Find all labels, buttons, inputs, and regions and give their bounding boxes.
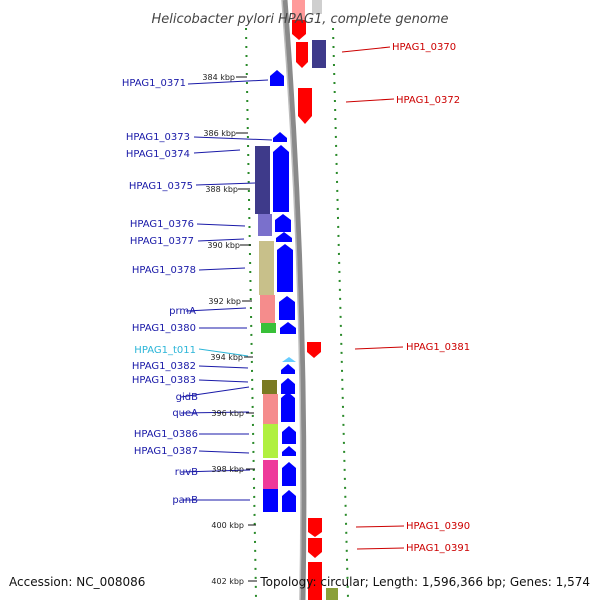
func-block-0380 bbox=[261, 323, 276, 333]
gene-arrow-hpag1-0386 bbox=[282, 426, 296, 444]
gene-label-ruvb[interactable]: ruvB bbox=[175, 467, 198, 478]
gene-label-hpag1-0377[interactable]: HPAG1_0377 bbox=[130, 236, 194, 247]
gene-label-hpag1-0375[interactable]: HPAG1_0375 bbox=[129, 181, 193, 192]
gene-label-hpag1-t011[interactable]: HPAG1_t011 bbox=[134, 345, 196, 356]
gene-arrow-hpag1-0380 bbox=[280, 322, 296, 334]
genome-backbone-shadow bbox=[281, 0, 302, 600]
kbp-tick-lines bbox=[236, 76, 257, 582]
genome-summary-text: Topology: circular; Length: 1,596,366 bp… bbox=[259, 575, 590, 589]
gene-block-hpag1-0370 bbox=[312, 40, 326, 68]
gene-label-hpag1-0386[interactable]: HPAG1_0386 bbox=[134, 429, 198, 440]
gene-arrow-bottom bbox=[308, 562, 322, 600]
gene-arrow-hpag1-0371 bbox=[270, 70, 284, 86]
gene-label-hpag1-0376[interactable]: HPAG1_0376 bbox=[130, 219, 194, 230]
accession-text: Accession: NC_008086 bbox=[9, 575, 145, 589]
gene-arrow-hpag1-0381 bbox=[307, 342, 321, 358]
gene-arrow-hpag1-0370-top bbox=[292, 20, 306, 40]
kbp-label-388: 388 kbp bbox=[205, 185, 238, 194]
gene-arrow-hpag1-0373 bbox=[273, 132, 287, 142]
gene-arrow-hpag1-0391 bbox=[308, 538, 322, 558]
gene-label-hpag1-0391[interactable]: HPAG1_0391 bbox=[406, 543, 470, 554]
genome-backbone bbox=[282, 0, 307, 600]
func-block-0376 bbox=[258, 214, 272, 236]
gene-label-hpag1-0374[interactable]: HPAG1_0374 bbox=[126, 149, 190, 160]
gene-label-hpag1-0383[interactable]: HPAG1_0383 bbox=[132, 375, 196, 386]
gene-arrow-hpag1-0383 bbox=[281, 378, 295, 394]
gene-label-hpag1-0370[interactable]: HPAG1_0370 bbox=[392, 42, 456, 53]
gene-label-prma[interactable]: prmA bbox=[169, 306, 196, 317]
gene-arrow-panb bbox=[282, 490, 296, 512]
trna-leader-line bbox=[198, 348, 249, 357]
gene-label-hpag1-0373[interactable]: HPAG1_0373 bbox=[126, 132, 190, 143]
kbp-label-402: 402 kbp bbox=[211, 577, 244, 586]
kbp-label-396: 396 kbp bbox=[211, 409, 244, 418]
gene-label-hpag1-0387[interactable]: HPAG1_0387 bbox=[134, 446, 198, 457]
func-block-panb bbox=[263, 489, 278, 512]
gene-arrow-hpag1-0382 bbox=[281, 364, 295, 374]
gene-label-hpag1-0380[interactable]: HPAG1_0380 bbox=[132, 323, 196, 334]
gene-label-hpag1-0378[interactable]: HPAG1_0378 bbox=[132, 265, 196, 276]
func-block-0383 bbox=[262, 380, 277, 394]
func-block-ruvb bbox=[263, 460, 278, 489]
gene-arrow-prma bbox=[279, 296, 295, 320]
trna-arrow-hpag1-t011 bbox=[282, 357, 296, 362]
kbp-label-386: 386 kbp bbox=[203, 129, 236, 138]
kbp-label-384: 384 kbp bbox=[202, 73, 235, 82]
left-leader-lines bbox=[180, 79, 273, 501]
gene-label-hpag1-0382[interactable]: HPAG1_0382 bbox=[132, 361, 196, 372]
gene-label-gidb[interactable]: gidB bbox=[176, 392, 198, 403]
func-block-0378 bbox=[259, 241, 274, 295]
gene-arrow-hpag1-0390 bbox=[308, 518, 322, 537]
gene-label-hpag1-0390[interactable]: HPAG1_0390 bbox=[406, 521, 470, 532]
map-title: Helicobacter pylori HPAG1, complete geno… bbox=[151, 12, 448, 27]
gene-arrow-hpag1-0387 bbox=[282, 446, 296, 456]
gene-label-hpag1-0371[interactable]: HPAG1_0371 bbox=[122, 78, 186, 89]
func-block-prma bbox=[260, 295, 275, 323]
kbp-label-394: 394 kbp bbox=[210, 353, 243, 362]
right-leader-lines bbox=[341, 46, 405, 550]
gene-label-panb[interactable]: panB bbox=[172, 495, 198, 506]
gene-arrow-hpag1-0374 bbox=[273, 145, 289, 212]
grey-track-block bbox=[312, 0, 322, 14]
gene-label-hpag1-0372[interactable]: HPAG1_0372 bbox=[396, 95, 460, 106]
gene-arrow-gidb bbox=[281, 392, 295, 422]
gene-arrow-hpag1-0376 bbox=[275, 214, 291, 232]
gene-arrow-hpag1-0377 bbox=[276, 232, 292, 242]
kbp-label-392: 392 kbp bbox=[208, 297, 241, 306]
kbp-label-398: 398 kbp bbox=[211, 465, 244, 474]
right-scale-ring bbox=[332, 27, 349, 599]
kbp-label-390: 390 kbp bbox=[207, 241, 240, 250]
func-block-gidb bbox=[263, 394, 278, 424]
func-block-0374 bbox=[255, 146, 270, 214]
gene-arrow-hpag1-0370 bbox=[296, 42, 308, 68]
gene-label-hpag1-0381[interactable]: HPAG1_0381 bbox=[406, 342, 470, 353]
gene-label-quea[interactable]: queA bbox=[172, 408, 198, 419]
gene-arrow-hpag1-0378 bbox=[277, 244, 293, 292]
olive-track-block-bottom bbox=[326, 588, 338, 600]
left-scale-ring bbox=[245, 27, 257, 599]
kbp-label-400: 400 kbp bbox=[211, 521, 244, 530]
gene-arrow-hpag1-0372 bbox=[298, 88, 312, 124]
func-block-0386 bbox=[263, 424, 278, 458]
gene-arrow-ruvb bbox=[282, 462, 296, 486]
